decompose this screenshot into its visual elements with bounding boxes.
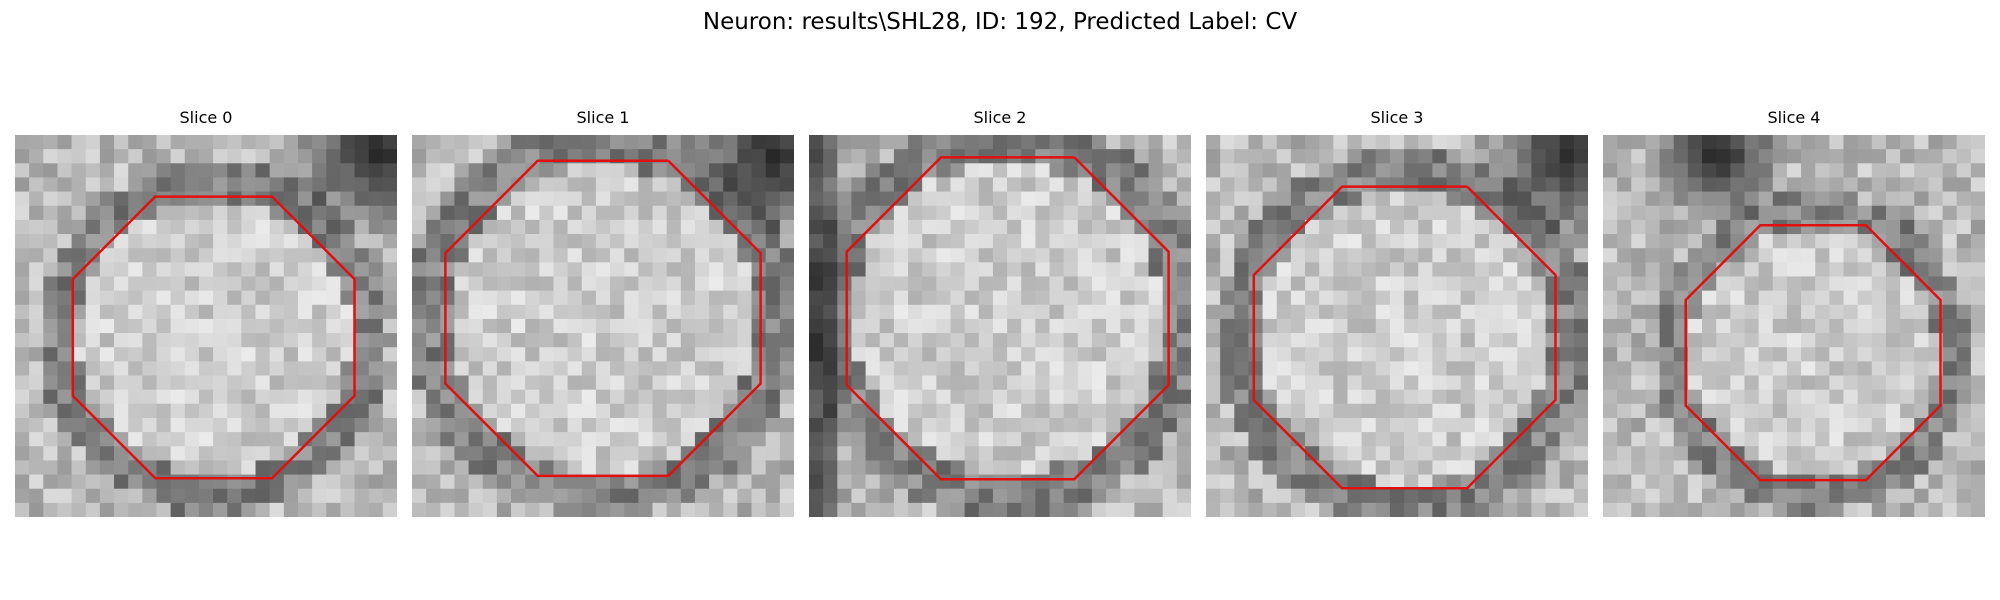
slice-image	[412, 135, 794, 517]
segmentation-contour	[444, 159, 762, 478]
slice-title: Slice 4	[1767, 108, 1821, 127]
segmentation-contour	[845, 156, 1170, 481]
slice-panel-0: Slice 0	[15, 108, 397, 517]
pixel-grid	[1206, 135, 1588, 517]
slice-image	[1603, 135, 1985, 517]
slice-panel-4: Slice 4	[1603, 108, 1985, 517]
segmentation-contour	[1684, 224, 1942, 482]
slice-title: Slice 2	[973, 108, 1027, 127]
slice-title: Slice 1	[576, 108, 630, 127]
slice-title: Slice 3	[1370, 108, 1424, 127]
pixel-grid	[15, 135, 397, 517]
slice-panel-1: Slice 1	[412, 108, 794, 517]
slice-image	[809, 135, 1191, 517]
slice-image	[15, 135, 397, 517]
figure-title: Neuron: results\SHL28, ID: 192, Predicte…	[702, 9, 1298, 35]
segmentation-contour	[71, 195, 356, 480]
pixel-grid	[809, 135, 1191, 517]
pixel-grid	[412, 135, 794, 517]
slice-panel-2: Slice 2	[809, 108, 1191, 517]
slice-panel-3: Slice 3	[1206, 108, 1588, 517]
slice-title: Slice 0	[179, 108, 233, 127]
slice-image	[1206, 135, 1588, 517]
pixel-grid	[1603, 135, 1985, 517]
segmentation-contour	[1252, 185, 1557, 490]
